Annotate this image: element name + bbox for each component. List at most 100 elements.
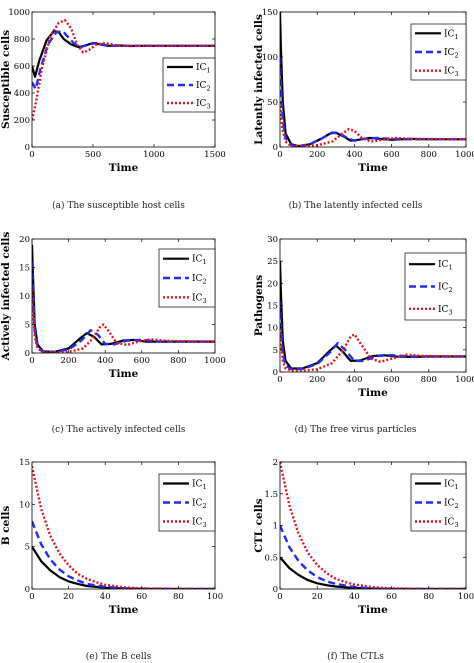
series-line-ic1 (32, 29, 215, 78)
legend-label-ic1: IC1 (444, 29, 459, 41)
chart-3: 0 200 400 600 800 1000 0 5 10 15 20 Time Actively in… (0, 232, 226, 380)
y-tick-label: 600 (14, 62, 30, 72)
legend-label-text: IC (444, 480, 455, 490)
y-tick-label: 20 (19, 235, 30, 245)
x-axis-label: Time (358, 604, 388, 616)
y-tick-label: 0 (273, 585, 278, 595)
caption-e: (e) The B cells (85, 652, 152, 662)
x-tick-label: 1000 (455, 375, 474, 385)
x-tick-label: 80 (173, 592, 184, 602)
legend-label-ic2: IC2 (192, 499, 207, 511)
legend-label-text: IC (192, 480, 203, 490)
legend-label-subscript: 2 (202, 502, 206, 510)
legend-label-ic1: IC1 (192, 480, 207, 492)
series-line-ic2 (280, 301, 466, 371)
chart-4: 0 200 400 600 800 1000 0 5 10 15 20 25 30 Time Pathoge… (253, 235, 474, 399)
y-tick-label: 5 (25, 543, 30, 553)
x-tick-label: 0 (29, 150, 34, 160)
legend-label-text: IC (444, 29, 455, 39)
legend-label-ic2: IC2 (192, 274, 207, 286)
legend-label-text: IC (438, 283, 449, 293)
y-tick-label: 20 (267, 279, 278, 289)
y-tick-label: 150 (262, 8, 278, 18)
y-tick-label: 1 (273, 522, 278, 532)
caption-d: (d) The free virus particles (294, 425, 417, 435)
x-tick-label: 60 (136, 592, 147, 602)
y-tick-label: 1.5 (264, 490, 278, 500)
x-tick-label: 0 (277, 592, 282, 602)
legend-label-ic1: IC1 (192, 255, 207, 267)
caption-f: (f) The CTLs (327, 652, 384, 662)
x-tick-label: 100 (207, 592, 223, 602)
legend-label-subscript: 1 (202, 483, 206, 491)
x-tick-label: 400 (346, 375, 362, 385)
y-tick-label: 100 (262, 53, 278, 63)
x-tick-label: 200 (60, 356, 76, 366)
legend-label-subscript: 3 (202, 521, 206, 529)
legend-label-subscript: 1 (454, 33, 458, 41)
y-tick-label: 0 (25, 349, 30, 359)
legend-label-subscript: 3 (454, 70, 458, 78)
x-tick-label: 800 (421, 150, 437, 160)
y-tick-label: 5 (25, 321, 30, 331)
y-axis-label: Susceptible cells (0, 30, 12, 129)
caption-a: (a) The susceptible host cells (52, 201, 185, 211)
y-tick-label: 0 (25, 143, 30, 153)
legend-label-text: IC (196, 99, 207, 109)
legend-label-subscript: 2 (454, 502, 458, 510)
legend-label-subscript: 2 (448, 286, 452, 294)
legend-label-ic3: IC3 (444, 518, 459, 530)
x-tick-label: 500 (85, 150, 101, 160)
legend-label-subscript: 1 (454, 483, 458, 491)
chart-1: 0 500 1000 1500 0 200 400 600 800 1000 Time Suscept… (0, 8, 226, 174)
legend-label-text: IC (196, 63, 207, 73)
legend-label-ic2: IC2 (438, 283, 453, 295)
y-tick-label: 50 (267, 98, 278, 108)
x-tick-label: 800 (421, 375, 437, 385)
legend-label-ic2: IC2 (196, 81, 211, 93)
legend-label-ic3: IC3 (196, 99, 211, 111)
y-tick-label: 15 (267, 302, 278, 312)
y-tick-label: 10 (19, 292, 30, 302)
series-line-ic1 (280, 556, 466, 589)
legend-label-text: IC (444, 67, 455, 77)
legend-label-subscript: 2 (206, 85, 210, 93)
legend-label-text: IC (192, 274, 203, 284)
y-tick-label: 1000 (8, 8, 30, 18)
x-tick-label: 200 (309, 150, 325, 160)
legend-label-subscript: 2 (202, 278, 206, 286)
x-tick-label: 40 (100, 592, 111, 602)
x-tick-label: 1000 (204, 356, 226, 366)
y-tick-label: 0 (273, 368, 278, 378)
y-tick-label: 800 (14, 35, 30, 45)
x-tick-label: 0 (277, 375, 282, 385)
y-tick-label: 10 (267, 324, 278, 334)
legend-label-ic3: IC3 (438, 305, 453, 317)
legend-label-text: IC (438, 260, 449, 270)
y-axis-label: Latently infected cells (253, 14, 265, 145)
series-line-ic3 (280, 462, 466, 589)
x-tick-label: 20 (312, 592, 323, 602)
legend-label-text: IC (192, 518, 203, 528)
legend-label-text: IC (444, 48, 455, 58)
x-tick-label: 40 (349, 592, 360, 602)
legend-label-ic1: IC1 (196, 63, 211, 75)
legend-label-ic3: IC3 (444, 67, 459, 79)
legend-label-ic3: IC3 (192, 518, 207, 530)
x-tick-label: 80 (423, 592, 434, 602)
legend-label-subscript: 2 (454, 52, 458, 60)
x-axis-label: Time (109, 604, 139, 616)
x-axis-label: Time (358, 387, 388, 399)
y-tick-label: 2 (273, 458, 278, 468)
legend-label-text: IC (192, 499, 203, 509)
legend-label-subscript: 3 (206, 103, 210, 111)
legend-label-ic1: IC1 (438, 260, 453, 272)
x-tick-label: 600 (134, 356, 150, 366)
